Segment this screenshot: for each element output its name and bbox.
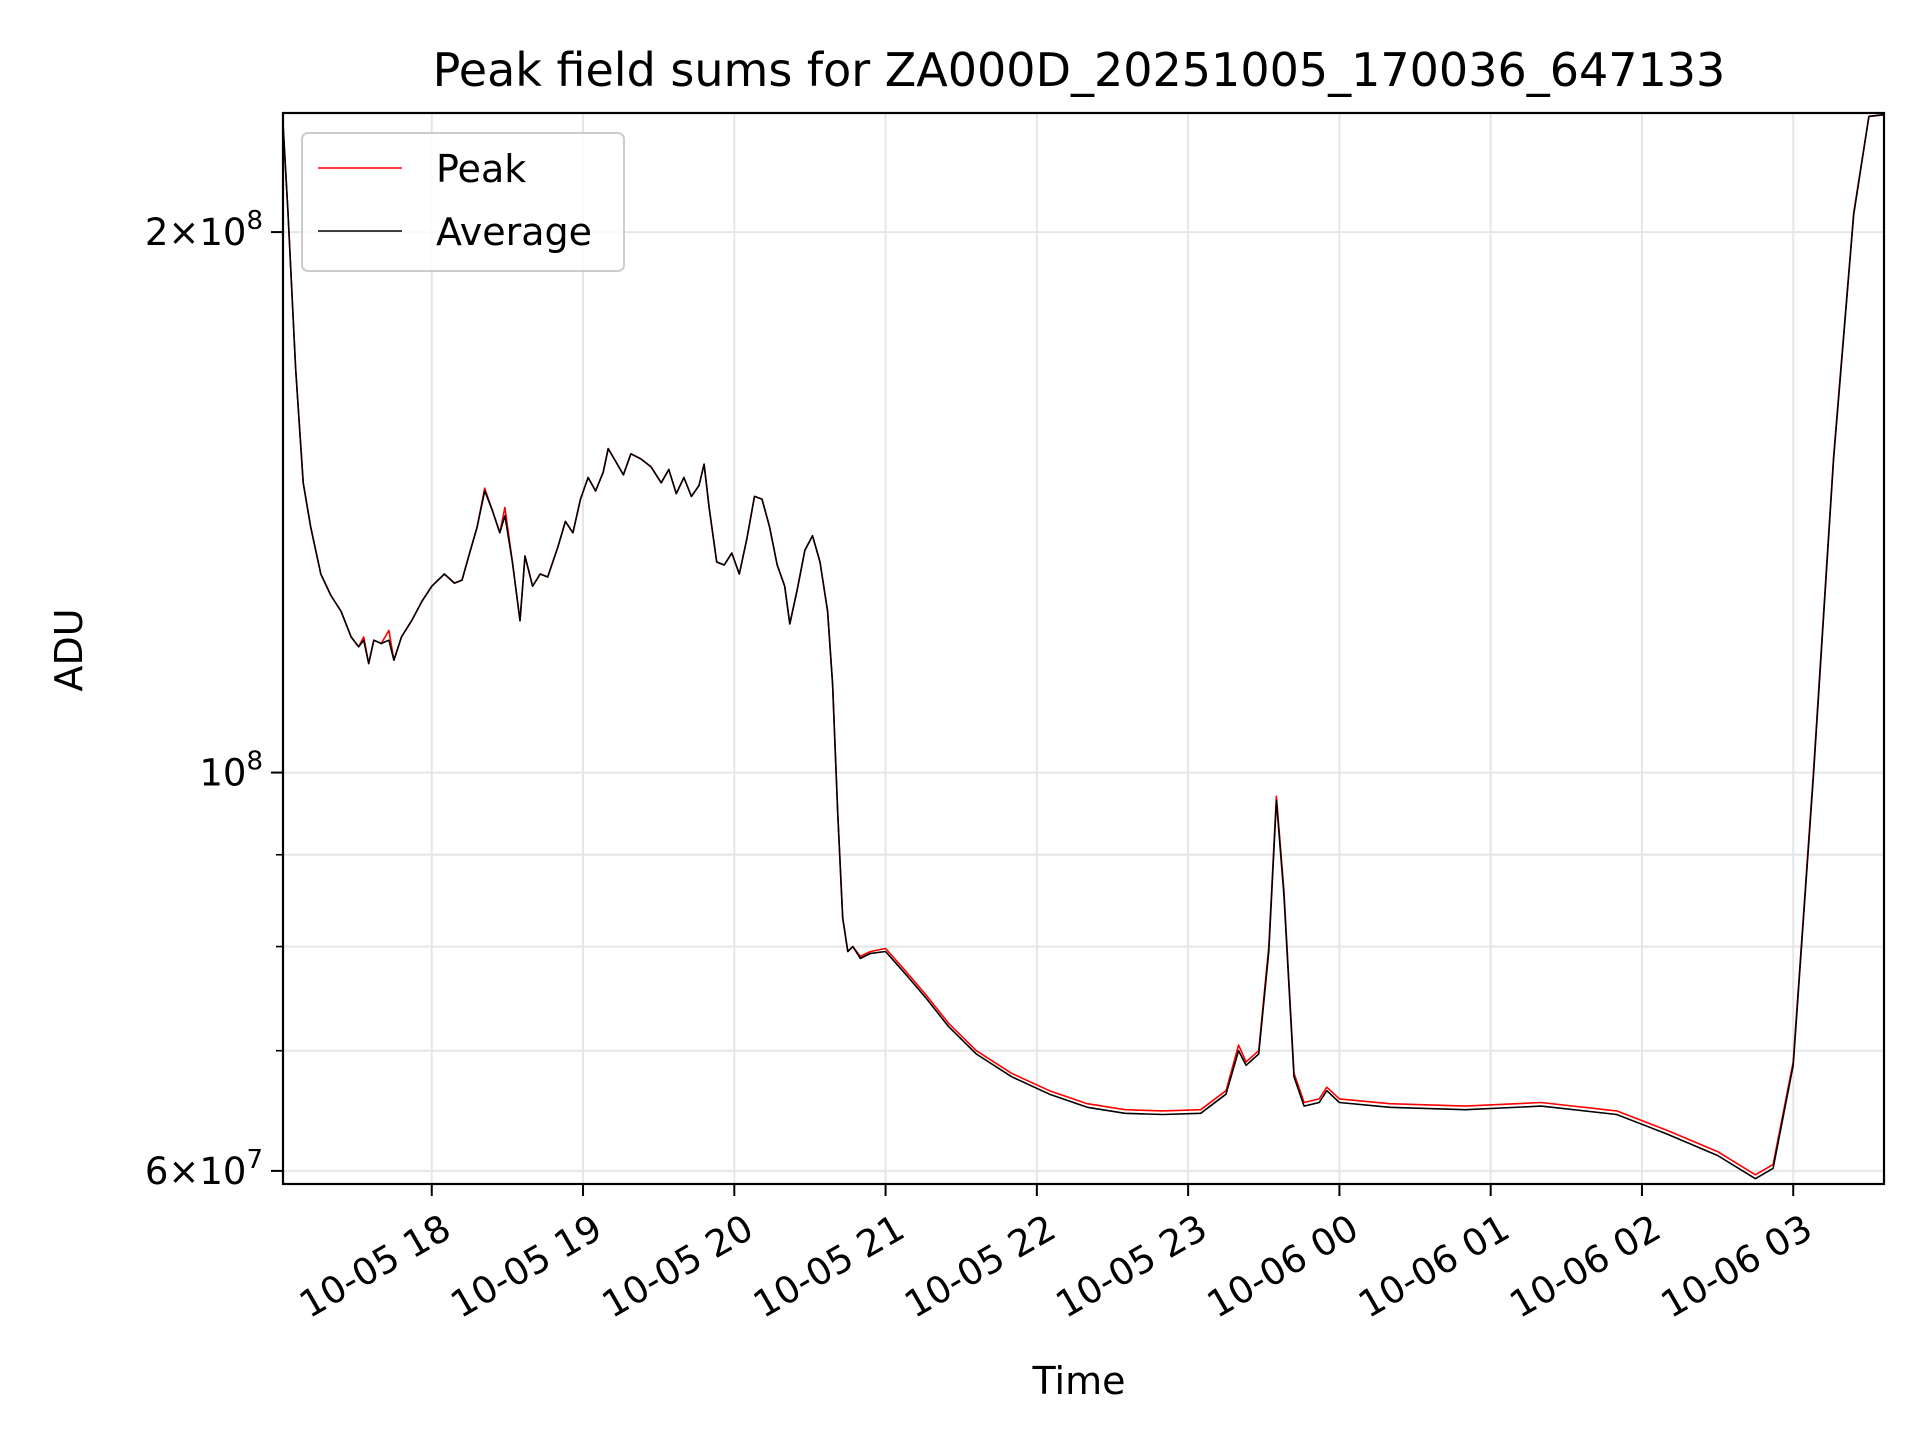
legend: Peak Average: [301, 132, 625, 272]
y-tick-label: 2×108: [145, 206, 263, 254]
y-tick-label: 108: [199, 747, 263, 795]
series-line-average: [282, 113, 1885, 1180]
series-layer: [282, 113, 1885, 1180]
chart-title: Peak field sums for ZA000D_20251005_1700…: [433, 43, 1726, 97]
plot-frame: [281, 111, 1886, 1186]
legend-label-peak: Peak: [436, 147, 526, 191]
x-axis-label: Time: [1032, 1359, 1126, 1403]
y-tick-label: 6×107: [145, 1145, 263, 1193]
y-axis: 6×107 108 2×108: [145, 206, 283, 1193]
legend-label-average: Average: [436, 210, 592, 254]
grid: [283, 113, 1884, 1184]
y-axis-label: ADU: [47, 608, 91, 691]
